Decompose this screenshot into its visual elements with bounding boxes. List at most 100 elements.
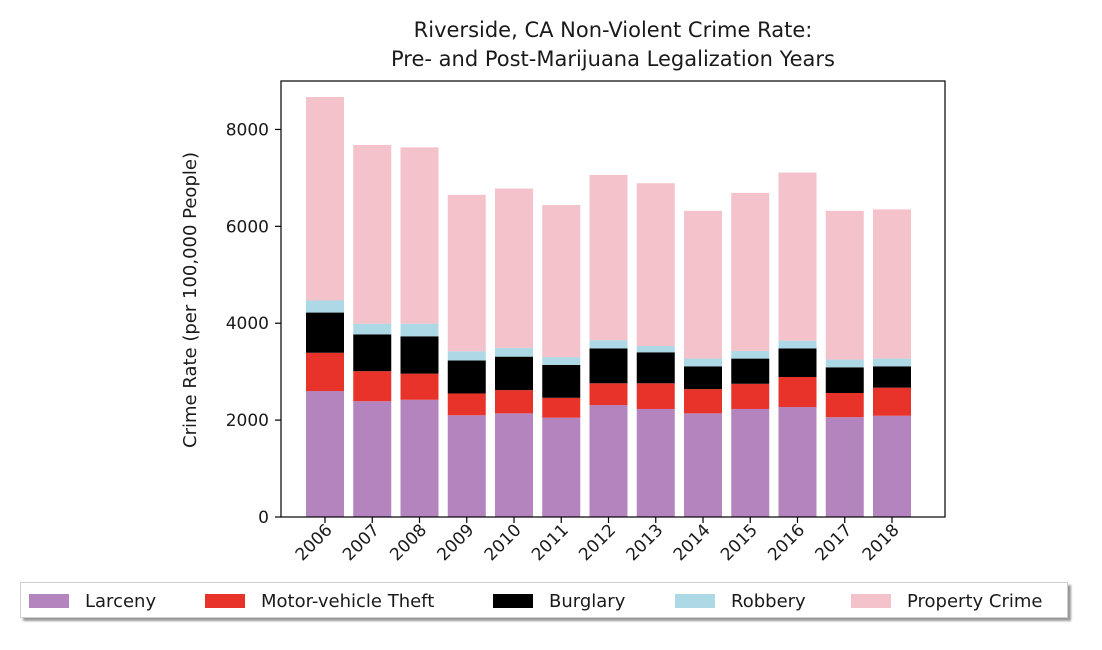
y-axis: 0 2000 4000 6000 8000 <box>226 120 281 528</box>
legend-item-larceny: Larceny <box>29 590 157 612</box>
y-tick-label: 0 <box>258 508 269 528</box>
x-tick-label: 2008 <box>386 520 431 565</box>
legend-swatch-robbery <box>675 594 715 608</box>
bar-motor-vehicle-theft-2006 <box>306 352 344 392</box>
x-tick-label: 2010 <box>481 520 526 565</box>
bar-motor-vehicle-theft-2015 <box>731 383 770 409</box>
bar-property-crime-2006 <box>306 96 344 301</box>
bar-robbery-2006 <box>306 300 344 313</box>
bar-larceny-2014 <box>684 413 722 517</box>
bar-larceny-2011 <box>542 417 581 517</box>
x-tick-label: 2014 <box>670 520 715 565</box>
bar-larceny-2009 <box>447 415 486 517</box>
bar-robbery-2018 <box>873 358 911 367</box>
bar-motor-vehicle-theft-2011 <box>542 397 581 418</box>
bar-burglary-2013 <box>636 352 675 384</box>
bar-motor-vehicle-theft-2014 <box>684 389 722 414</box>
bar-larceny-2006 <box>306 391 344 517</box>
bar-property-crime-2016 <box>778 172 817 341</box>
legend-label-burglary: Burglary <box>549 590 626 612</box>
bar-larceny-2013 <box>636 408 675 517</box>
bar-burglary-2008 <box>400 336 439 374</box>
bar-motor-vehicle-theft-2013 <box>636 383 675 409</box>
legend-item-robbery: Robbery <box>675 590 806 612</box>
bar-robbery-2007 <box>353 323 392 335</box>
bar-larceny-2008 <box>400 399 439 517</box>
legend-item-motor-vehicle-theft: Motor-vehicle Theft <box>205 590 435 612</box>
bar-burglary-2015 <box>731 358 770 384</box>
chart-title: Riverside, CA Non-Violent Crime Rate: <box>414 18 813 42</box>
legend-label-property-crime: Property Crime <box>907 590 1043 612</box>
x-tick-label: 2013 <box>623 520 668 565</box>
x-axis: 2006 2007 2008 2009 2010 2011 2012 2013 2014 2015… <box>292 517 904 565</box>
x-tick-label: 2012 <box>575 520 620 565</box>
bar-property-crime-2011 <box>542 205 581 358</box>
bar-burglary-2012 <box>589 348 628 384</box>
bar-robbery-2013 <box>636 345 675 353</box>
bar-larceny-2016 <box>778 407 817 517</box>
bar-motor-vehicle-theft-2007 <box>353 371 392 402</box>
legend-swatch-burglary <box>493 594 533 608</box>
bar-burglary-2011 <box>542 364 581 398</box>
legend-label-motor-vehicle-theft: Motor-vehicle Theft <box>261 590 435 612</box>
bar-motor-vehicle-theft-2010 <box>495 390 533 414</box>
legend: Larceny Motor-vehicle Theft Burglary Rob… <box>20 582 1068 618</box>
x-tick-label: 2009 <box>434 520 479 565</box>
bar-motor-vehicle-theft-2017 <box>825 392 864 418</box>
legend-swatch-property-crime <box>851 594 891 608</box>
bar-robbery-2016 <box>778 340 817 349</box>
legend-swatch-larceny <box>29 594 69 608</box>
bar-robbery-2011 <box>542 357 581 365</box>
x-tick-label: 2006 <box>292 520 337 565</box>
bar-motor-vehicle-theft-2009 <box>447 393 486 416</box>
bar-property-crime-2008 <box>400 147 439 324</box>
bar-motor-vehicle-theft-2012 <box>589 383 628 406</box>
plot-frame <box>280 80 946 518</box>
bar-larceny-2007 <box>353 401 392 517</box>
bar-burglary-2016 <box>778 348 817 377</box>
bar-larceny-2018 <box>873 415 911 517</box>
bar-burglary-2007 <box>353 334 392 372</box>
bar-robbery-2010 <box>495 347 533 357</box>
x-tick-label: 2011 <box>528 520 573 565</box>
bar-robbery-2017 <box>825 359 864 368</box>
bar-burglary-2009 <box>447 360 486 394</box>
bar-robbery-2012 <box>589 340 628 349</box>
legend-swatch-motor-vehicle-theft <box>205 594 245 608</box>
bar-robbery-2015 <box>731 350 770 359</box>
x-tick-label: 2015 <box>717 520 762 565</box>
bar-motor-vehicle-theft-2016 <box>778 377 817 408</box>
bar-property-crime-2009 <box>447 194 486 352</box>
bar-property-crime-2012 <box>589 174 628 341</box>
bar-larceny-2012 <box>589 405 628 517</box>
bar-robbery-2014 <box>684 358 722 367</box>
legend-label-larceny: Larceny <box>85 590 157 612</box>
bar-burglary-2010 <box>495 356 533 391</box>
chart-subtitle: Pre- and Post-Marijuana Legalization Yea… <box>391 47 835 71</box>
x-tick-label: 2018 <box>859 520 904 565</box>
bars-layer <box>306 96 911 517</box>
legend-item-burglary: Burglary <box>493 590 626 612</box>
bar-property-crime-2015 <box>731 192 770 351</box>
bar-larceny-2017 <box>825 417 864 517</box>
bar-burglary-2018 <box>873 366 911 388</box>
x-tick-label: 2016 <box>764 520 809 565</box>
y-tick-label: 8000 <box>226 120 269 140</box>
bar-property-crime-2013 <box>636 183 675 346</box>
bar-robbery-2009 <box>447 351 486 361</box>
bar-burglary-2014 <box>684 366 722 390</box>
bar-larceny-2015 <box>731 408 770 517</box>
y-tick-label: 4000 <box>226 314 269 334</box>
bar-robbery-2008 <box>400 323 439 337</box>
bar-property-crime-2014 <box>684 210 722 359</box>
bar-property-crime-2010 <box>495 188 533 348</box>
y-tick-label: 2000 <box>226 411 269 431</box>
x-tick-label: 2017 <box>812 520 857 565</box>
x-tick-label: 2007 <box>339 520 384 565</box>
legend-label-robbery: Robbery <box>731 590 806 612</box>
bar-property-crime-2017 <box>825 210 864 360</box>
bar-burglary-2006 <box>306 312 344 353</box>
bar-motor-vehicle-theft-2018 <box>873 387 911 416</box>
bar-property-crime-2007 <box>353 144 392 324</box>
